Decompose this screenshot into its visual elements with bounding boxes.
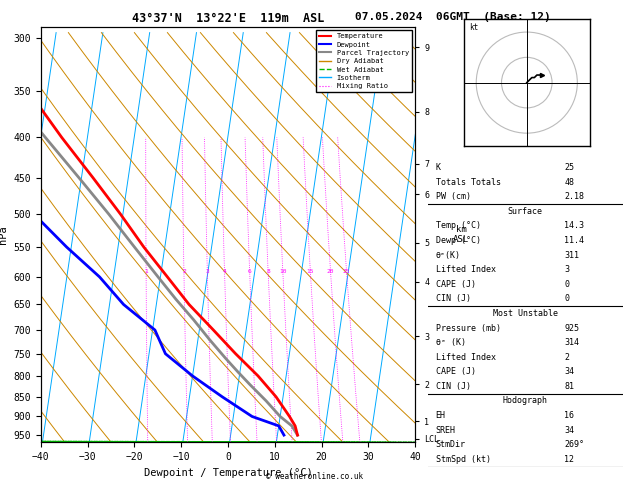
Text: Totals Totals: Totals Totals: [435, 178, 501, 187]
Text: CIN (J): CIN (J): [435, 295, 470, 303]
Text: 1: 1: [144, 269, 148, 274]
Text: K: K: [435, 163, 440, 172]
Text: Lifted Index: Lifted Index: [435, 265, 496, 274]
Text: CAPE (J): CAPE (J): [435, 367, 476, 376]
Text: θᵉ(K): θᵉ(K): [435, 251, 460, 260]
Text: Surface: Surface: [508, 207, 543, 216]
Text: 2.18: 2.18: [564, 192, 584, 201]
Text: 6: 6: [248, 269, 252, 274]
Text: 269°: 269°: [564, 440, 584, 449]
Text: 81: 81: [564, 382, 574, 391]
Text: Hodograph: Hodograph: [503, 397, 548, 405]
Text: 314: 314: [564, 338, 579, 347]
Text: 16: 16: [564, 411, 574, 420]
Text: Most Unstable: Most Unstable: [493, 309, 558, 318]
Text: 925: 925: [564, 324, 579, 332]
Text: 48: 48: [564, 178, 574, 187]
Text: StmDir: StmDir: [435, 440, 465, 449]
Text: kt: kt: [469, 22, 478, 32]
Text: 3: 3: [206, 269, 209, 274]
Text: 07.05.2024  06GMT  (Base: 12): 07.05.2024 06GMT (Base: 12): [355, 12, 551, 22]
Text: SREH: SREH: [435, 426, 455, 434]
Text: 311: 311: [564, 251, 579, 260]
Text: PW (cm): PW (cm): [435, 192, 470, 201]
Text: 12: 12: [564, 455, 574, 464]
Text: 20: 20: [326, 269, 334, 274]
Text: 2: 2: [182, 269, 186, 274]
Text: 25: 25: [343, 269, 350, 274]
Text: 34: 34: [564, 426, 574, 434]
Text: EH: EH: [435, 411, 445, 420]
Text: 4: 4: [223, 269, 226, 274]
Text: 25: 25: [564, 163, 574, 172]
Text: Pressure (mb): Pressure (mb): [435, 324, 501, 332]
Text: Dewp (°C): Dewp (°C): [435, 236, 481, 245]
Y-axis label: km
ASL: km ASL: [454, 225, 469, 244]
Y-axis label: hPa: hPa: [0, 225, 8, 244]
Text: 10: 10: [279, 269, 287, 274]
X-axis label: Dewpoint / Temperature (°C): Dewpoint / Temperature (°C): [143, 468, 313, 478]
Legend: Temperature, Dewpoint, Parcel Trajectory, Dry Adiabat, Wet Adiabat, Isotherm, Mi: Temperature, Dewpoint, Parcel Trajectory…: [316, 30, 411, 92]
Text: θᵉ (K): θᵉ (K): [435, 338, 465, 347]
Text: 43°37'N  13°22'E  119m  ASL: 43°37'N 13°22'E 119m ASL: [132, 12, 324, 25]
Text: 3: 3: [564, 265, 569, 274]
Text: 8: 8: [266, 269, 270, 274]
Text: 11.4: 11.4: [564, 236, 584, 245]
Text: 14.3: 14.3: [564, 222, 584, 230]
Text: 15: 15: [306, 269, 314, 274]
Text: 2: 2: [564, 353, 569, 362]
Text: CIN (J): CIN (J): [435, 382, 470, 391]
Text: 0: 0: [564, 280, 569, 289]
Text: CAPE (J): CAPE (J): [435, 280, 476, 289]
Text: Lifted Index: Lifted Index: [435, 353, 496, 362]
Text: © weatheronline.co.uk: © weatheronline.co.uk: [266, 472, 363, 481]
Text: 0: 0: [564, 295, 569, 303]
Text: Temp (°C): Temp (°C): [435, 222, 481, 230]
Text: StmSpd (kt): StmSpd (kt): [435, 455, 491, 464]
Text: 34: 34: [564, 367, 574, 376]
